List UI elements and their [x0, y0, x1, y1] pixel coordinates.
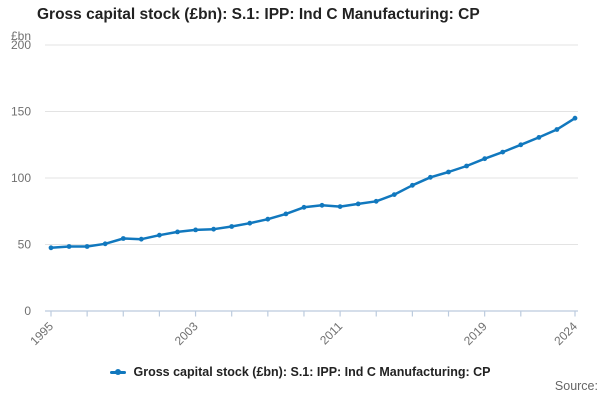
chart-title: Gross capital stock (£bn): S.1: IPP: Ind…: [37, 6, 480, 23]
data-point[interactable]: [84, 244, 90, 249]
data-point[interactable]: [464, 163, 469, 169]
legend: Gross capital stock (£bn): S.1: IPP: Ind…: [0, 362, 600, 382]
data-point[interactable]: [554, 127, 560, 132]
data-point[interactable]: [229, 224, 235, 229]
data-point[interactable]: [175, 229, 180, 235]
x-axis-tick-labels: 1995 2003 2011 2019 2024: [27, 319, 580, 348]
gridlines: [45, 44, 578, 245]
data-point[interactable]: [337, 204, 343, 210]
data-point[interactable]: [265, 216, 271, 222]
data-point[interactable]: [66, 244, 72, 249]
data-point[interactable]: [319, 202, 325, 208]
data-point[interactable]: [518, 142, 524, 148]
data-point[interactable]: [410, 182, 415, 188]
x-tick-label: 2011: [317, 319, 345, 347]
data-point[interactable]: [428, 174, 433, 180]
data-point[interactable]: [283, 211, 289, 217]
series-line: [49, 116, 577, 250]
data-point[interactable]: [536, 135, 542, 140]
y-axis-unit-label: £bn: [11, 29, 32, 43]
x-axis-ticks: [50, 311, 576, 317]
data-point[interactable]: [391, 192, 397, 198]
source-label: Source:: [554, 379, 598, 393]
data-point[interactable]: [373, 198, 379, 204]
data-point[interactable]: [572, 115, 578, 121]
y-tick-label: 100: [11, 171, 31, 185]
data-point[interactable]: [48, 245, 54, 251]
y-tick-label: 50: [18, 238, 32, 252]
data-point[interactable]: [247, 220, 253, 226]
data-point[interactable]: [193, 227, 199, 233]
x-tick-label: 1995: [27, 319, 56, 348]
data-point[interactable]: [157, 232, 162, 238]
y-tick-label: 150: [11, 105, 31, 119]
series-points: [48, 115, 578, 251]
data-point[interactable]: [120, 236, 126, 241]
x-tick-label: 2019: [461, 319, 490, 348]
legend-dot-icon: [114, 369, 121, 375]
data-point[interactable]: [446, 169, 451, 175]
data-point[interactable]: [138, 236, 144, 242]
x-tick-label: 2024: [551, 319, 580, 348]
data-point[interactable]: [500, 149, 506, 155]
legend-label: Gross capital stock (£bn): S.1: IPP: Ind…: [133, 365, 491, 379]
data-point[interactable]: [301, 204, 307, 210]
data-point[interactable]: [211, 226, 217, 232]
data-point[interactable]: [355, 201, 361, 207]
y-tick-label: 200: [11, 38, 31, 52]
legend-line-marker-icon: [109, 369, 126, 375]
y-tick-label: 0: [24, 304, 31, 318]
data-point[interactable]: [102, 241, 108, 247]
x-tick-label: 2003: [172, 319, 201, 348]
y-axis-tick-labels: 0 50 100 150 200: [11, 38, 31, 318]
data-point[interactable]: [482, 156, 488, 162]
